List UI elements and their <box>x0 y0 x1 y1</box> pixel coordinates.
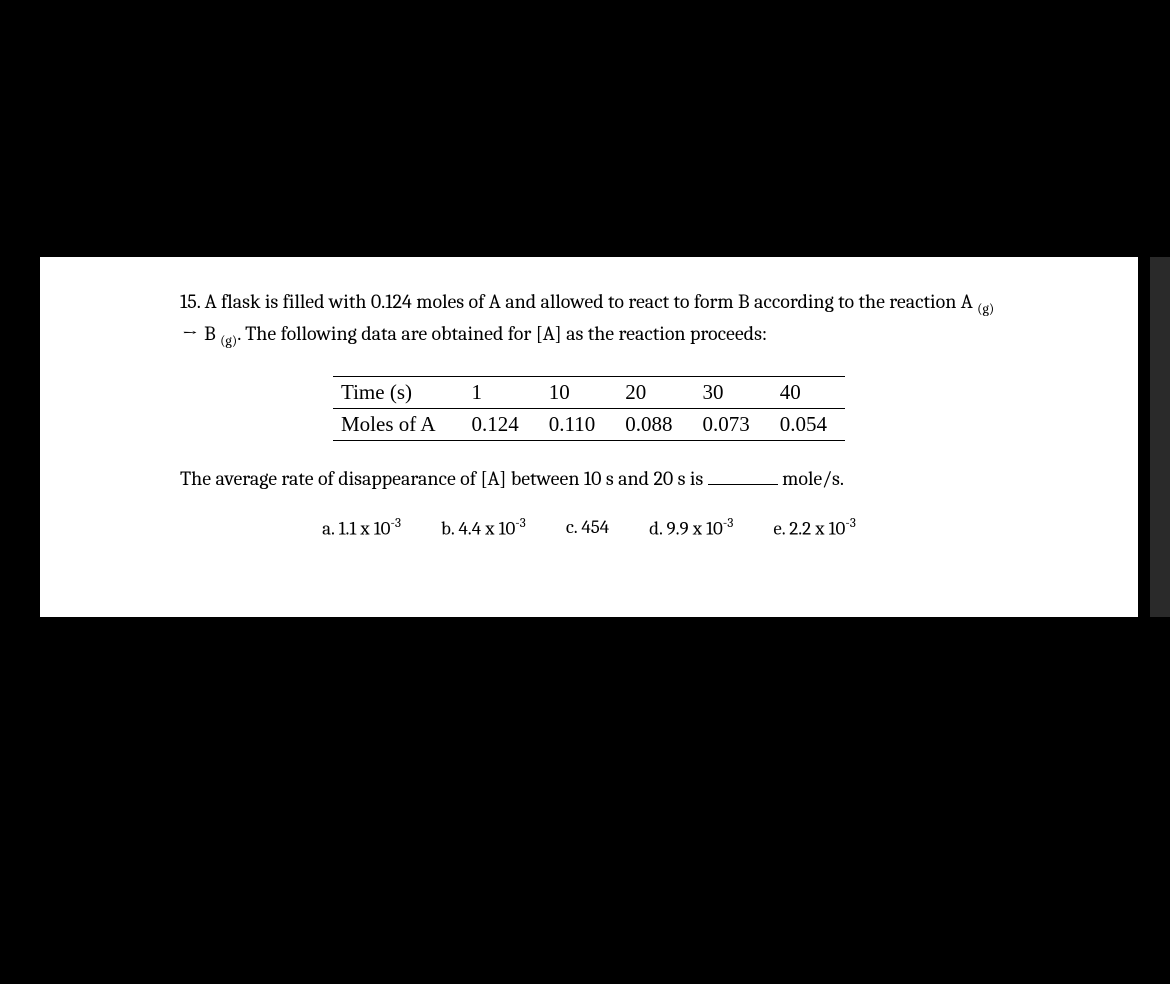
table-row: Moles of A 0.124 0.110 0.088 0.073 0.054 <box>333 408 845 440</box>
choice-base: 454 <box>581 516 609 538</box>
document-page: 15. A flask is filled with 0.124 moles o… <box>40 257 1138 617</box>
reaction-arrow: → <box>180 319 200 348</box>
answer-choices: a. 1.1 x 10-3 b. 4.4 x 10-3 c. 454 d. 9.… <box>180 516 998 539</box>
table-cell: 0.124 <box>460 408 537 440</box>
table-cell: 0.054 <box>768 408 845 440</box>
choice-prefix: d. <box>649 517 662 539</box>
choice-exp: -3 <box>391 516 402 531</box>
table-cell: 0.073 <box>690 408 767 440</box>
choice-e: e. 2.2 x 10-3 <box>773 516 856 539</box>
choice-d: d. 9.9 x 10-3 <box>649 516 733 539</box>
question-text-3: . The following data are obtained for [A… <box>237 322 767 345</box>
table-cell: 10 <box>537 376 613 408</box>
table-cell: 1 <box>460 376 537 408</box>
fill-in-blank <box>708 465 778 485</box>
choice-base: 1.1 x 10 <box>339 517 391 539</box>
subscript-g-2: (g) <box>220 332 237 349</box>
choice-b: b. 4.4 x 10-3 <box>441 516 526 539</box>
choice-prefix: a. <box>322 517 334 539</box>
choice-base: 9.9 x 10 <box>667 517 723 539</box>
choice-exp: -3 <box>515 516 526 531</box>
question-text-1: A flask is filled with 0.124 moles of A … <box>205 290 973 313</box>
table-cell: 40 <box>768 376 845 408</box>
choice-base: 4.4 x 10 <box>458 517 515 539</box>
choice-c: c. 454 <box>566 516 609 539</box>
choice-exp: -3 <box>845 516 856 531</box>
data-table: Time (s) 1 10 20 30 40 Moles of A 0.124 … <box>333 376 845 441</box>
table-cell: 0.088 <box>613 408 690 440</box>
question-text-2: B <box>204 322 216 345</box>
followup-after: mole/s. <box>782 467 844 490</box>
choice-base: 2.2 x 10 <box>789 517 845 539</box>
choice-prefix: b. <box>441 517 454 539</box>
row-label: Moles of A <box>333 408 460 440</box>
followup-text: The average rate of disappearance of [A]… <box>180 465 998 490</box>
followup-before: The average rate of disappearance of [A]… <box>180 467 703 490</box>
question-stem: 15. A flask is filled with 0.124 moles o… <box>180 287 998 352</box>
table-row: Time (s) 1 10 20 30 40 <box>333 376 845 408</box>
choice-prefix: e. <box>773 517 785 539</box>
table-cell: 30 <box>690 376 767 408</box>
table-cell: 20 <box>613 376 690 408</box>
scrollbar-track[interactable] <box>1150 257 1170 617</box>
choice-a: a. 1.1 x 10-3 <box>322 516 401 539</box>
table-cell: 0.110 <box>537 408 613 440</box>
question-number: 15. <box>180 290 200 313</box>
subscript-g-1: (g) <box>977 300 994 317</box>
choice-exp: -3 <box>723 516 734 531</box>
choice-prefix: c. <box>566 516 577 538</box>
row-label: Time (s) <box>333 376 460 408</box>
